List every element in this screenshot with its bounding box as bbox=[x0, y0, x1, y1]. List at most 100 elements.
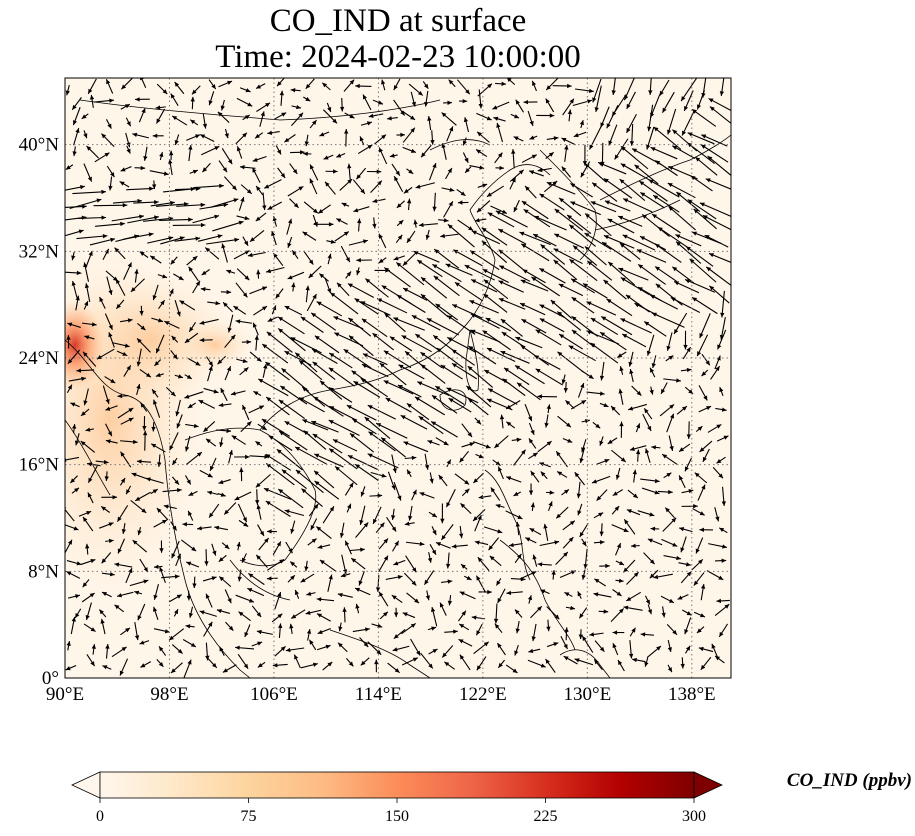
wind-vector-head-842 bbox=[469, 442, 475, 447]
wind-vector-head-760 bbox=[385, 397, 391, 403]
wind-vector-head-1255 bbox=[185, 624, 191, 629]
wind-vector-head-780 bbox=[71, 424, 77, 429]
wind-vector-597 bbox=[266, 331, 293, 353]
wind-vector-head-140 bbox=[462, 140, 467, 146]
wind-vector-head-1000 bbox=[495, 504, 501, 509]
wind-vector-268 bbox=[638, 180, 668, 202]
wind-vector-346 bbox=[641, 213, 670, 237]
wind-vector-head-59 bbox=[411, 101, 416, 107]
wind-vector-head-421 bbox=[584, 246, 590, 252]
wind-vector-head-866 bbox=[210, 465, 214, 471]
wind-vector-head-432 bbox=[127, 262, 132, 268]
wind-vector-head-1276 bbox=[546, 626, 551, 632]
wind-vector-head-102 bbox=[486, 116, 492, 121]
wind-vector-head-796 bbox=[328, 420, 334, 425]
wind-vector-head-949 bbox=[278, 489, 284, 494]
wind-vector-head-683 bbox=[398, 364, 404, 369]
wind-vector-head-847 bbox=[546, 441, 552, 446]
wind-vector-head-906 bbox=[218, 479, 224, 485]
wind-vector-head-405 bbox=[327, 253, 332, 259]
wind-vector-head-550 bbox=[140, 325, 146, 331]
wind-vector-head-870 bbox=[265, 454, 271, 459]
wind-vector-head-1250 bbox=[100, 618, 105, 624]
wind-vector-head-1322 bbox=[667, 647, 673, 653]
wind-vector-head-1249 bbox=[90, 627, 96, 632]
wind-vector-head-429 bbox=[76, 270, 82, 276]
wind-vector-head-1150 bbox=[397, 574, 403, 580]
wind-vector-949 bbox=[277, 488, 304, 509]
wind-vector-head-668 bbox=[155, 372, 161, 378]
wind-vector-head-1006 bbox=[598, 512, 604, 517]
wind-vector-head-407 bbox=[356, 258, 361, 263]
wind-vector-head-391 bbox=[88, 250, 93, 256]
wind-vector-head-232 bbox=[695, 157, 701, 162]
wind-vector-head-1288 bbox=[91, 644, 96, 649]
wind-vector-head-422 bbox=[602, 242, 607, 247]
wind-vector-head-1021 bbox=[182, 522, 187, 527]
wind-vector-head-203 bbox=[202, 167, 208, 173]
wind-vector-head-643 bbox=[383, 350, 389, 355]
wind-vector-head-1244 bbox=[661, 612, 666, 618]
wind-vector-head-192 bbox=[672, 145, 678, 150]
wind-vector-head-684 bbox=[420, 364, 426, 369]
wind-vector-head-220 bbox=[499, 165, 505, 171]
wind-vector-493 bbox=[483, 279, 509, 300]
wind-vector-head-865 bbox=[196, 452, 202, 457]
wind-vector-34 bbox=[649, 78, 652, 95]
wind-vector-head-444 bbox=[319, 273, 325, 279]
wind-vector-head-759 bbox=[367, 405, 373, 410]
wind-vector-head-403 bbox=[292, 250, 297, 256]
wind-vector-head-281 bbox=[223, 202, 229, 208]
wind-vector-head-1257 bbox=[228, 625, 234, 631]
wind-vector-head-484 bbox=[337, 282, 342, 288]
wind-vector-head-475 bbox=[195, 280, 200, 286]
wind-vector-654 bbox=[568, 345, 596, 362]
wind-vector-head-255 bbox=[415, 184, 421, 189]
wind-vector-head-618 bbox=[622, 334, 628, 339]
wind-vector-head-1025 bbox=[259, 530, 264, 536]
wind-vector-head-690 bbox=[515, 365, 521, 370]
wind-vector-head-51 bbox=[279, 90, 284, 96]
wind-vector-head-193 bbox=[687, 142, 693, 148]
wind-vector-428 bbox=[708, 252, 731, 263]
wind-vector-head-1279 bbox=[589, 632, 595, 637]
wind-vector-459 bbox=[569, 258, 598, 282]
wind-vector-head-868 bbox=[245, 454, 250, 460]
wind-vector-head-520 bbox=[284, 306, 290, 311]
wind-vector-head-55 bbox=[339, 106, 345, 112]
lat-tick-label-3: 24°N bbox=[19, 348, 60, 369]
wind-vector-head-61 bbox=[447, 100, 453, 105]
wind-vector-head-651 bbox=[520, 345, 526, 350]
wind-vector-643 bbox=[383, 350, 412, 369]
wind-vector-head-1022 bbox=[197, 526, 202, 531]
wind-vector-head-443 bbox=[308, 273, 314, 278]
wind-vector-head-322 bbox=[244, 215, 250, 221]
wind-vector-head-316 bbox=[154, 215, 159, 220]
wind-vector-head-1201 bbox=[593, 592, 599, 597]
wind-vector-head-580 bbox=[644, 321, 650, 326]
wind-vector-531 bbox=[469, 299, 499, 314]
wind-vector-head-323 bbox=[255, 216, 261, 222]
wind-vector-head-619 bbox=[646, 350, 651, 356]
wind-vector-head-272 bbox=[705, 178, 711, 183]
wind-vector-head-736 bbox=[649, 389, 654, 395]
wind-vector-head-789 bbox=[226, 428, 232, 433]
wind-vector-head-567 bbox=[411, 315, 417, 320]
wind-vector-head-35 bbox=[659, 90, 664, 96]
wind-vector-head-330 bbox=[372, 223, 377, 229]
wind-vector-head-174 bbox=[379, 147, 383, 153]
wind-vector-head-1215 bbox=[174, 609, 178, 615]
wind-vector-head-503 bbox=[655, 283, 661, 289]
wind-vector-head-1142 bbox=[248, 573, 254, 578]
wind-vector-head-678 bbox=[312, 361, 318, 367]
wind-vector-911 bbox=[295, 469, 324, 494]
wind-vector-head-117 bbox=[75, 128, 80, 133]
wind-vector-head-895 bbox=[702, 456, 707, 462]
wind-vector-head-182 bbox=[511, 149, 516, 154]
wind-vector-head-518 bbox=[262, 306, 268, 311]
wind-vector-head-451 bbox=[432, 264, 438, 269]
wind-vector-head-665 bbox=[110, 378, 116, 384]
wind-vector-head-158 bbox=[104, 152, 110, 157]
wind-vector-341 bbox=[554, 208, 584, 231]
wind-vector-head-594 bbox=[230, 334, 236, 340]
